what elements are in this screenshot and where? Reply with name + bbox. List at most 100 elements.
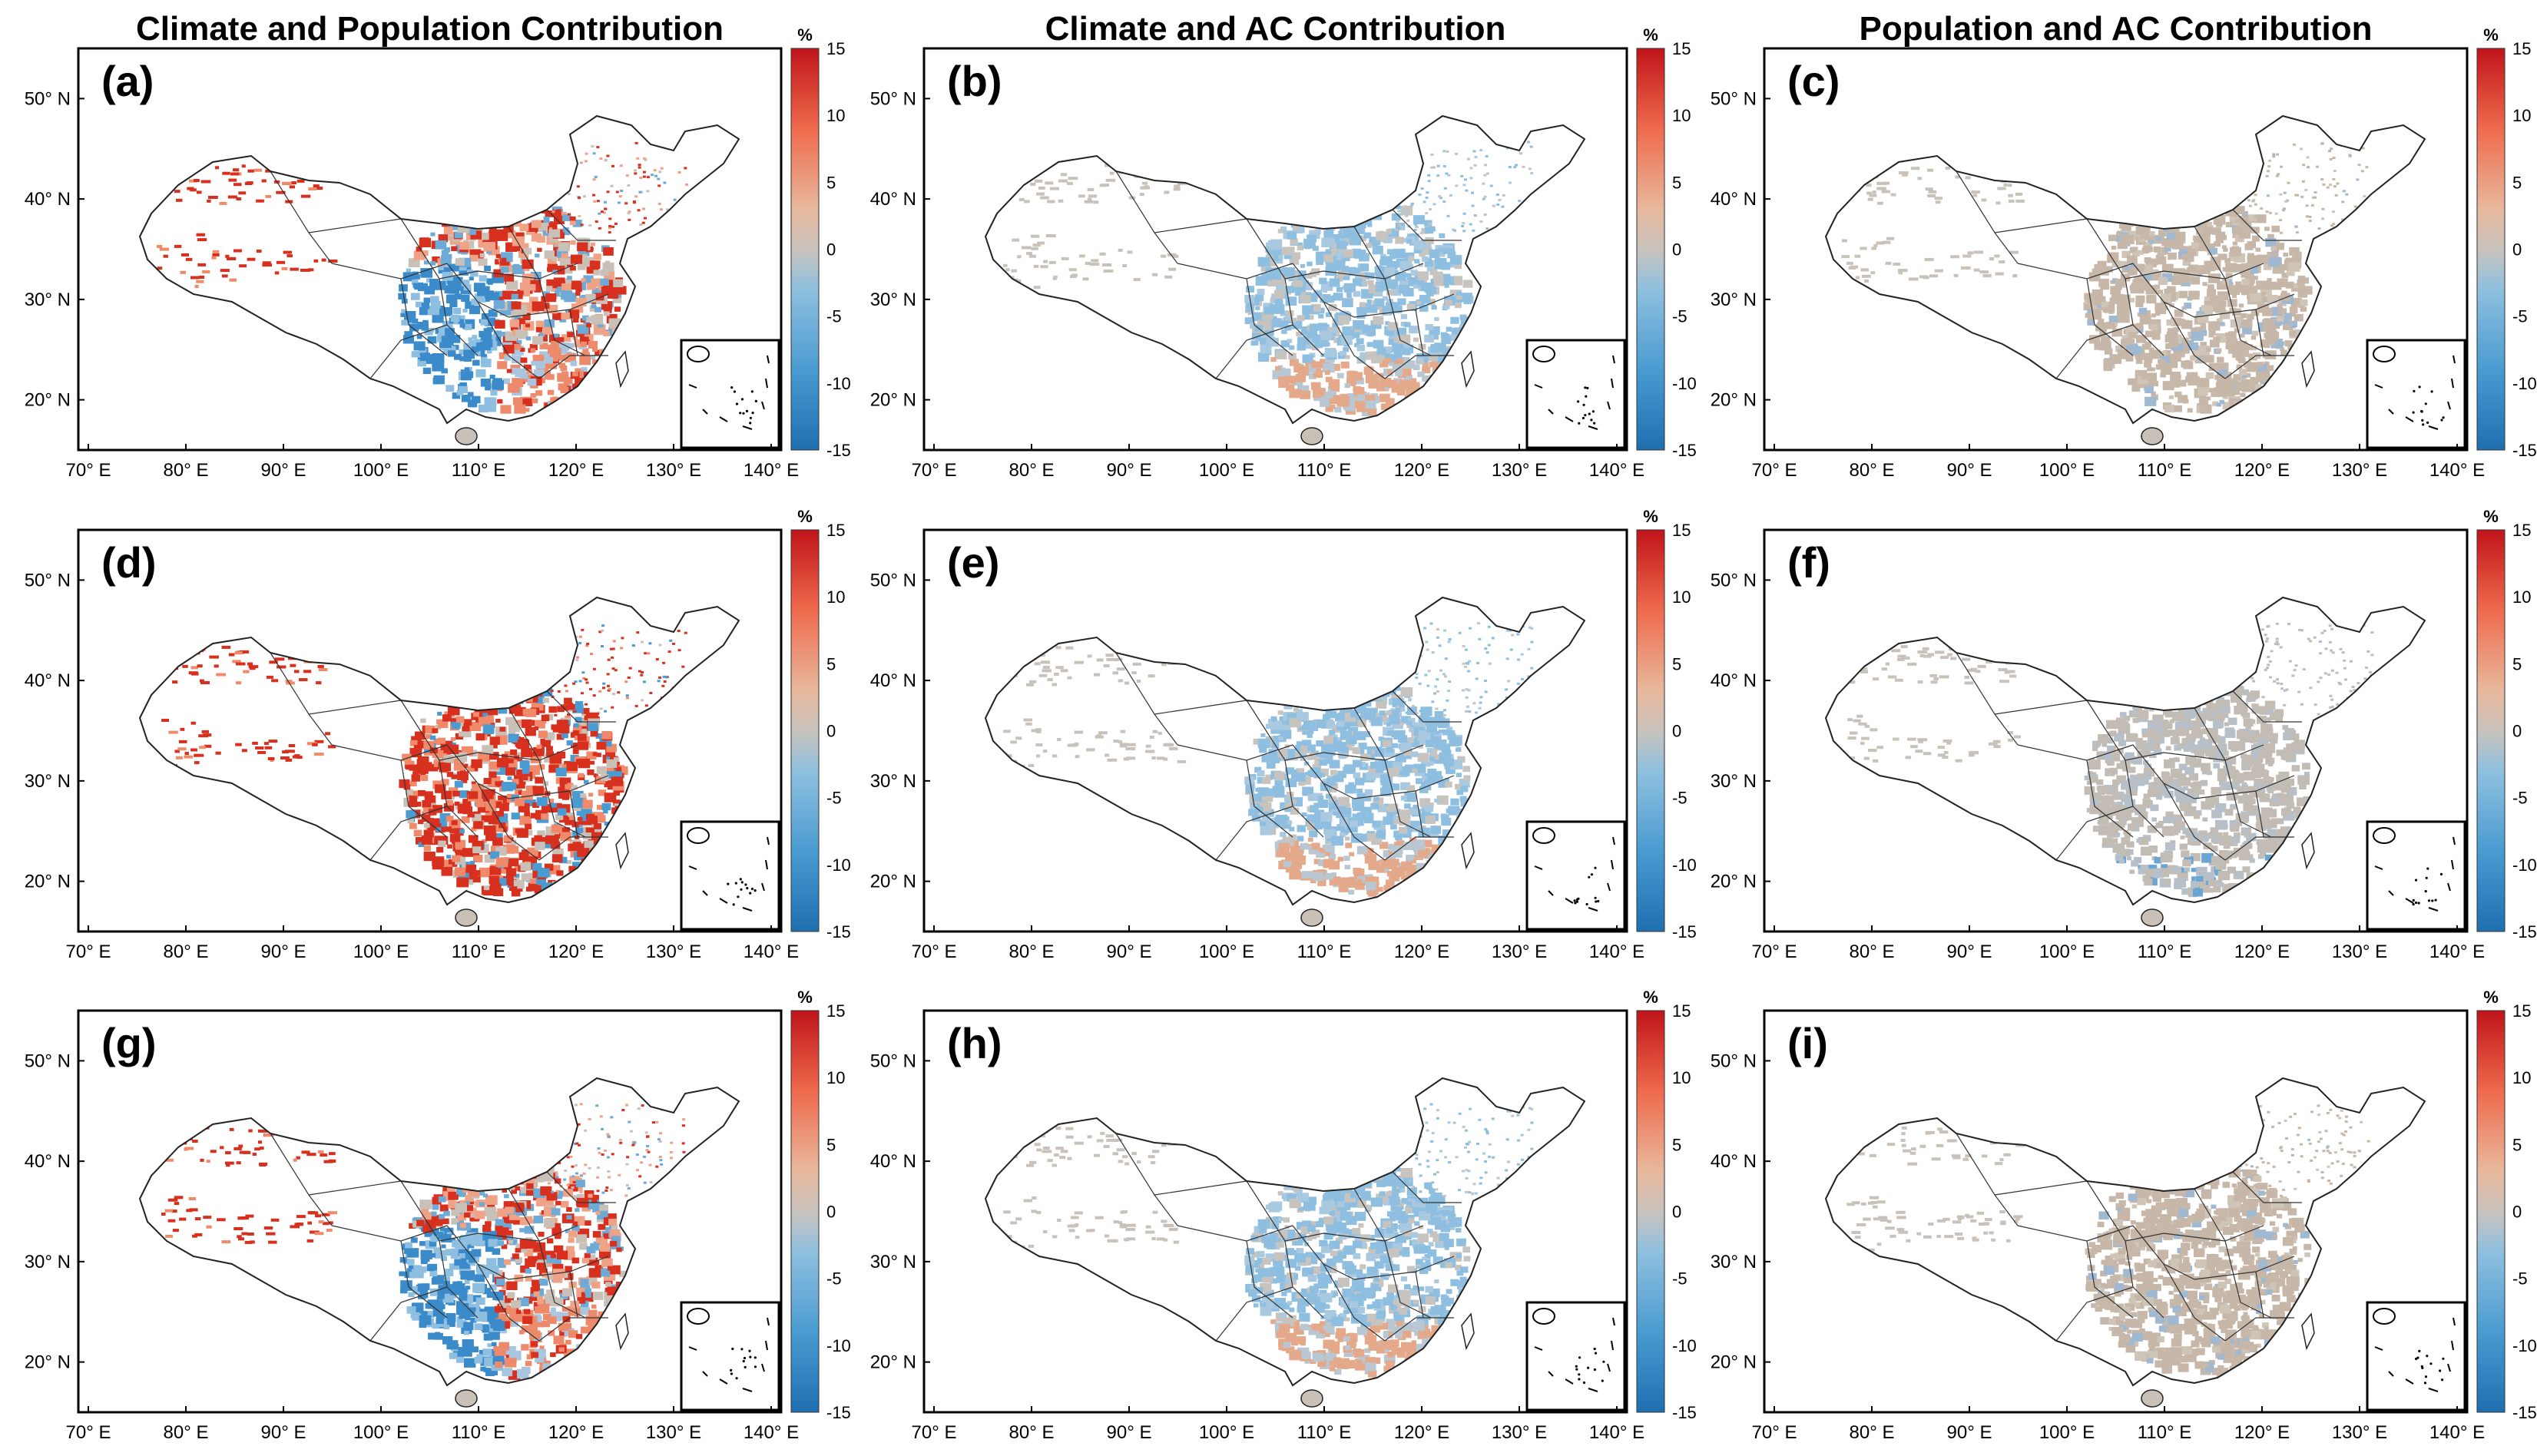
data-cell <box>1419 252 1426 257</box>
column-title: Climate and AC Contribution <box>1045 10 1506 48</box>
data-cell <box>1370 237 1381 246</box>
data-cell <box>269 660 278 664</box>
data-cell <box>508 733 519 743</box>
data-cell <box>606 190 610 194</box>
data-cell <box>2257 363 2269 373</box>
data-cell <box>1389 254 1396 260</box>
data-cell <box>1449 738 1459 746</box>
data-cell <box>432 856 445 866</box>
data-cell <box>2151 380 2159 387</box>
data-cell <box>1416 300 1422 305</box>
data-cell <box>416 837 426 845</box>
data-cell <box>1290 799 1297 804</box>
data-cell <box>1267 280 1276 286</box>
data-cell <box>644 158 647 161</box>
data-cell <box>2245 344 2254 350</box>
data-cell <box>639 223 643 227</box>
data-cell <box>604 781 612 788</box>
data-cell <box>512 779 519 785</box>
data-cell <box>1380 256 1393 266</box>
data-cell <box>190 748 197 752</box>
data-cell <box>2280 347 2285 351</box>
map-frame <box>77 47 783 452</box>
data-cell <box>654 174 658 177</box>
data-cell <box>464 264 472 270</box>
x-tick-label: 100° E <box>353 941 409 962</box>
data-cell <box>606 673 610 676</box>
data-cell <box>1328 786 1337 793</box>
x-tick-label: 120° E <box>548 941 604 962</box>
data-cell <box>1260 263 1272 272</box>
province-boundary <box>1154 218 1247 233</box>
data-cell <box>2103 363 2113 372</box>
data-cell <box>495 857 508 868</box>
data-cell <box>2279 219 2282 222</box>
data-cell <box>607 658 611 661</box>
data-cell <box>1365 400 1376 409</box>
data-cell <box>1410 204 1414 207</box>
data-cell <box>1326 793 1332 799</box>
data-cell <box>212 250 220 253</box>
data-cell <box>1446 151 1449 153</box>
data-cell <box>425 725 436 734</box>
data-cell <box>412 283 420 289</box>
data-cell <box>243 670 250 673</box>
data-cell <box>1367 223 1373 227</box>
data-cell <box>464 323 472 330</box>
data-cell <box>1379 842 1389 849</box>
data-cell <box>1379 377 1392 387</box>
data-cell <box>1409 727 1415 733</box>
data-cell <box>2216 348 2222 352</box>
south-china-sea-inset <box>680 339 780 449</box>
data-cell <box>1461 225 1465 227</box>
data-cell <box>561 733 568 739</box>
data-cell <box>684 631 687 634</box>
data-cell <box>1419 231 1423 234</box>
data-cell <box>2108 234 2117 241</box>
data-cell <box>1406 754 1412 759</box>
data-cell <box>2200 404 2212 414</box>
data-cell <box>640 673 644 677</box>
data-cell <box>465 288 471 293</box>
data-cell <box>1464 178 1467 181</box>
data-cell <box>2241 326 2252 335</box>
data-cell <box>1423 200 1426 204</box>
data-cell <box>2128 298 2135 303</box>
data-cell <box>471 827 477 832</box>
data-cell <box>2267 165 2271 168</box>
data-cell <box>634 141 638 144</box>
data-cell <box>538 730 548 738</box>
data-cell <box>2154 284 2161 290</box>
data-cell <box>528 872 537 879</box>
data-cell <box>1295 374 1307 382</box>
inset-reef <box>1590 419 1593 422</box>
data-cell <box>1403 842 1414 850</box>
data-cell <box>2182 259 2191 266</box>
data-cell <box>521 289 530 297</box>
data-cell <box>1343 347 1349 352</box>
data-cell <box>1339 742 1347 748</box>
inset-reef <box>2430 390 2433 393</box>
data-cell <box>1088 194 1097 198</box>
data-cell <box>1397 298 1406 306</box>
data-cell <box>1341 266 1350 272</box>
data-cell <box>1338 884 1349 892</box>
data-cell <box>1257 803 1263 808</box>
data-cell <box>1302 354 1313 363</box>
data-cell <box>613 279 624 287</box>
data-cell <box>464 719 472 726</box>
data-cell <box>1846 261 1853 265</box>
data-cell <box>1373 316 1384 325</box>
data-cell <box>1413 229 1417 231</box>
data-cell <box>1413 284 1419 289</box>
data-cell <box>1934 269 1943 273</box>
data-cell <box>2197 311 2204 317</box>
data-cell <box>512 355 522 364</box>
data-cell <box>2146 372 2157 382</box>
data-cell <box>1366 773 1376 781</box>
data-cell <box>1380 274 1392 283</box>
province-boundary <box>2194 226 2226 280</box>
data-cell <box>2246 366 2254 372</box>
data-cell <box>257 750 267 754</box>
data-cell <box>230 172 240 176</box>
